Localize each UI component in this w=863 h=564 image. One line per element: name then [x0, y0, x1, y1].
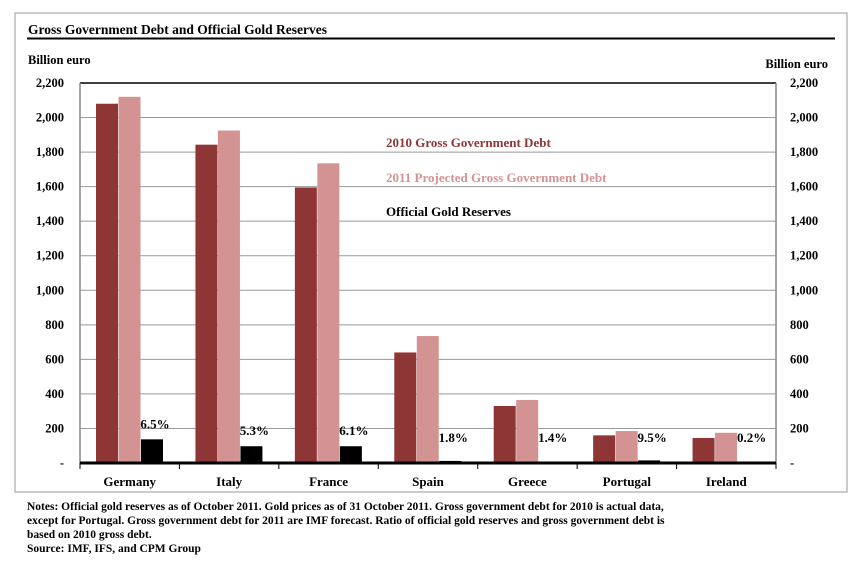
bar-debt-2010	[692, 437, 715, 463]
bar-debt-2010	[96, 103, 118, 464]
y-tick-label-right: 1,400	[790, 214, 818, 228]
x-tick-label: Germany	[103, 474, 156, 489]
x-tick-label: Italy	[216, 474, 243, 489]
gold-ratio-label: 9.5%	[638, 430, 667, 445]
x-tick-label: Portugal	[603, 474, 652, 489]
y-tick-label-right: 1,600	[790, 180, 818, 194]
y-tick-label-left: -	[60, 456, 64, 470]
y-tick-label-right: 1,800	[790, 145, 818, 159]
y-tick-label-left: 600	[45, 352, 64, 366]
notes-line: based on 2010 gross debt.	[27, 529, 152, 541]
bar-gold	[339, 446, 362, 463]
bar-gold	[141, 439, 163, 463]
bar-debt-2010	[195, 144, 218, 463]
y-tick-label-left: 800	[45, 318, 64, 332]
bar-debt-2011	[118, 96, 141, 464]
notes-line: Notes: Official gold reserves as of Octo…	[27, 501, 664, 513]
gold-ratio-label: 1.8%	[439, 430, 468, 445]
bar-debt-2011	[516, 399, 539, 463]
gold-ratio-label: 0.2%	[737, 430, 766, 445]
y-tick-label-left: 1,600	[36, 180, 64, 194]
bar-gold	[240, 446, 263, 463]
y-axis-label-left: Billion euro	[28, 53, 91, 67]
y-tick-label-right: 800	[790, 318, 809, 332]
y-tick-label-left: 2,000	[36, 111, 64, 125]
y-tick-label-right: 2,000	[790, 111, 818, 125]
y-tick-label-right: 2,200	[790, 76, 818, 90]
source-line: Source: IMF, IFS, and CPM Group	[27, 543, 201, 555]
gold-ratio-label: 1.4%	[538, 430, 567, 445]
bar-debt-2011	[416, 336, 439, 463]
notes: Notes: Official gold reserves as of Octo…	[27, 500, 827, 556]
y-axis-label-right: Billion euro	[765, 57, 828, 71]
bar-debt-2010	[593, 435, 616, 463]
y-tick-label-left: 1,000	[36, 283, 64, 297]
gold-ratio-label: 6.1%	[339, 423, 368, 438]
x-tick-label: Spain	[412, 474, 445, 489]
x-tick-label: Ireland	[706, 474, 748, 489]
gold-ratio-label: 5.3%	[240, 423, 269, 438]
legend-2011-debt: 2011 Projected Gross Government Debt	[386, 170, 607, 185]
bar-debt-2010	[493, 406, 516, 463]
y-tick-label-right: -	[790, 456, 794, 470]
bar-debt-2011	[317, 163, 340, 463]
y-tick-label-left: 1,200	[36, 249, 64, 263]
bar-debt-2010	[394, 352, 417, 463]
y-tick-label-left: 1,800	[36, 145, 64, 159]
y-tick-label-left: 200	[45, 421, 64, 435]
bar-debt-2010	[294, 187, 317, 463]
legend-2010-debt: 2010 Gross Government Debt	[386, 135, 551, 150]
x-tick-label: France	[309, 474, 348, 489]
chart-title: Gross Government Debt and Official Gold …	[28, 22, 327, 37]
notes-line: except for Portugal. Gross government de…	[27, 515, 665, 527]
bar-debt-2011	[217, 130, 240, 463]
gold-ratio-label: 6.5%	[140, 416, 169, 431]
chart-frame	[14, 12, 848, 493]
y-tick-label-left: 2,200	[36, 76, 64, 90]
y-tick-label-left: 400	[45, 387, 64, 401]
y-tick-label-right: 400	[790, 387, 809, 401]
x-tick-label: Greece	[508, 474, 547, 489]
bar-debt-2011	[715, 432, 738, 463]
bar-debt-2011	[615, 431, 638, 463]
y-tick-label-right: 200	[790, 421, 809, 435]
legend-gold-reserves: Official Gold Reserves	[386, 204, 511, 219]
y-tick-label-right: 1,200	[790, 249, 818, 263]
y-tick-label-right: 1,000	[790, 283, 818, 297]
y-tick-label-left: 1,400	[36, 214, 64, 228]
y-tick-label-right: 600	[790, 352, 809, 366]
